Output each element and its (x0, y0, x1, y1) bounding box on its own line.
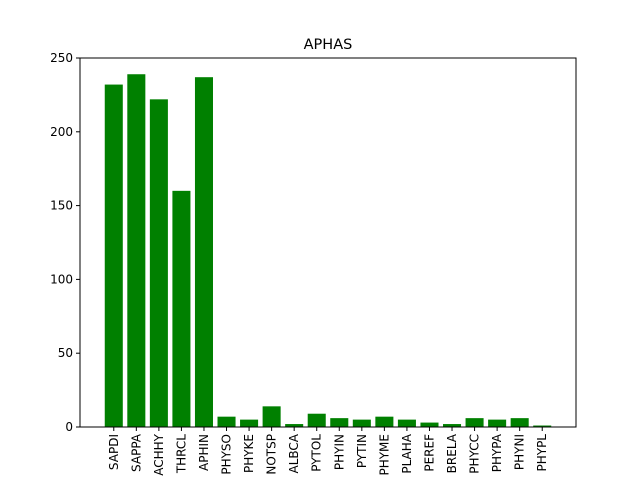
x-tick-label: BRELA (445, 433, 459, 473)
bar-phypl (533, 425, 552, 427)
bars-group (104, 74, 552, 428)
bar-phyin (330, 418, 349, 427)
x-tick-label: PYTIN (355, 434, 369, 468)
bar-physo (217, 416, 236, 427)
bar-phyke (240, 419, 259, 427)
bar-aphin (194, 77, 213, 428)
x-tick-label: PHYIN (332, 434, 346, 470)
x-tick-label: ACHHY (152, 433, 166, 475)
x-tick-label: PLAHA (400, 433, 414, 473)
x-axis: SAPDI SAPPA ACHHY THRCL APHIN PHYSO PHYKE NOTSP… (107, 427, 549, 476)
bar-sapdi (104, 84, 123, 428)
chart-title: APHAS (304, 37, 353, 53)
x-tick-label: PHYPA (490, 433, 504, 472)
bar-pytin (352, 419, 371, 427)
x-tick-label: PHYKE (242, 434, 256, 473)
bar-plaha (397, 419, 416, 427)
y-tick-label: 0 (65, 420, 73, 434)
bar-sappa (127, 74, 146, 428)
bar-phypa (488, 419, 507, 427)
y-axis: 0 50 100 150 200 250 (50, 51, 80, 434)
bar-pytol (307, 413, 326, 427)
x-tick-label: PHYCC (468, 434, 482, 474)
bar-notsp (262, 406, 281, 427)
x-tick-label: PEREF (422, 434, 436, 472)
x-tick-label: PHYME (377, 434, 391, 476)
plot-frame (79, 57, 577, 428)
x-tick-label: PHYSO (220, 434, 234, 475)
bar-thrcl (172, 190, 191, 427)
y-tick-label: 50 (58, 346, 73, 360)
x-tick-label: SAPPA (129, 433, 143, 472)
bar-albca (285, 424, 304, 427)
x-tick-label: THRCL (174, 434, 188, 474)
bar-peref (420, 422, 439, 427)
x-tick-label: NOTSP (265, 434, 279, 475)
y-tick-label: 200 (50, 125, 73, 139)
x-tick-label: PHYPL (535, 434, 549, 472)
bar-phyme (375, 416, 394, 427)
x-tick-label: PYTOL (310, 434, 324, 472)
y-tick-label: 150 (50, 199, 73, 213)
bar-achhy (149, 99, 168, 427)
y-tick-label: 100 (50, 272, 73, 286)
y-tick-label: 250 (50, 51, 73, 65)
bar-brela (443, 424, 462, 427)
x-tick-label: SAPDI (107, 434, 121, 470)
bar-phyni (510, 418, 529, 427)
x-tick-label: ALBCA (287, 433, 301, 473)
x-tick-label: PHYNI (513, 434, 527, 470)
x-tick-label: APHIN (197, 434, 211, 471)
bar-phycc (465, 418, 484, 427)
